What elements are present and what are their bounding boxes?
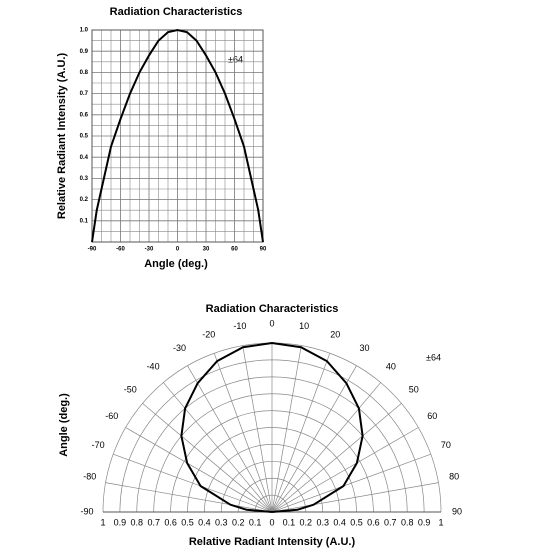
y-tick-label: 0.9 bbox=[80, 49, 89, 55]
annotation: ±64 bbox=[228, 54, 243, 64]
y-tick-label: 0.3 bbox=[80, 176, 89, 182]
grid-spoke bbox=[142, 403, 273, 513]
grid-spoke bbox=[105, 482, 273, 513]
angle-tick-label: -10 bbox=[233, 321, 246, 331]
y-axis-label: Relative Radiant Intensity (A.U.) bbox=[56, 53, 68, 220]
chart-title: Radiation Characteristics bbox=[206, 303, 339, 315]
r-tick-label: 0.6 bbox=[164, 517, 177, 527]
angle-tick-label: -40 bbox=[147, 362, 160, 372]
grid-spoke bbox=[125, 427, 273, 513]
angle-tick-label: 80 bbox=[449, 471, 459, 481]
angle-tick-label: -80 bbox=[83, 471, 96, 481]
r-tick-label: 1 bbox=[438, 517, 443, 527]
angle-tick-label: -70 bbox=[92, 440, 105, 450]
x-tick-label: -30 bbox=[145, 247, 154, 253]
grid-spoke bbox=[271, 453, 431, 513]
r-tick-label: 0.9 bbox=[418, 517, 431, 527]
x-axis-label: Angle (deg.) bbox=[144, 258, 208, 270]
x-tick-label: -90 bbox=[88, 247, 97, 253]
r-tick-label: 0.8 bbox=[401, 517, 414, 527]
data-line bbox=[91, 28, 264, 243]
grid-spoke bbox=[271, 365, 357, 513]
chart-title: Radiation Characteristics bbox=[110, 6, 243, 18]
data-line bbox=[180, 342, 364, 513]
angle-tick-label: 60 bbox=[427, 411, 437, 421]
y-tick-label: 0.6 bbox=[80, 112, 89, 118]
grid-spoke bbox=[163, 382, 273, 513]
angle-tick-label: -90 bbox=[80, 506, 93, 516]
angle-tick-label: 20 bbox=[330, 330, 340, 340]
r-tick-label: 0.5 bbox=[181, 517, 194, 527]
x-tick-label: 60 bbox=[231, 247, 238, 253]
angle-tick-label: 10 bbox=[299, 321, 309, 331]
grid-spoke bbox=[113, 453, 273, 513]
r-tick-label: 0.6 bbox=[367, 517, 380, 527]
r-tick-label: 0.2 bbox=[232, 517, 245, 527]
r-tick-label: 0.2 bbox=[300, 517, 313, 527]
annotation: ±64 bbox=[426, 352, 441, 362]
r-tick-label: 0.1 bbox=[249, 517, 262, 527]
x-tick-label: 30 bbox=[203, 247, 210, 253]
angle-tick-label: 0 bbox=[269, 318, 274, 328]
angle-tick-label: 70 bbox=[441, 440, 451, 450]
x-axis-label: Relative Radiant Intensity (A.U.) bbox=[189, 536, 356, 548]
r-tick-label: 0.1 bbox=[283, 517, 296, 527]
grid-spoke bbox=[271, 427, 419, 513]
grid-spoke bbox=[271, 482, 439, 513]
x-tick-label: 0 bbox=[176, 247, 180, 253]
y-tick-label: 0.4 bbox=[80, 155, 89, 161]
angle-tick-label: 50 bbox=[409, 384, 419, 394]
x-tick-label: -60 bbox=[116, 247, 125, 253]
r-tick-label: 0.8 bbox=[131, 517, 144, 527]
r-tick-label: 0.9 bbox=[114, 517, 127, 527]
grid-spoke bbox=[271, 382, 381, 513]
r-tick-label: 0 bbox=[269, 517, 274, 527]
angle-tick-label: 90 bbox=[452, 506, 462, 516]
angle-tick-label: -20 bbox=[202, 330, 215, 340]
grid-spoke bbox=[271, 353, 331, 513]
y-tick-label: 0.7 bbox=[80, 91, 89, 97]
angle-tick-label: -60 bbox=[105, 411, 118, 421]
y-tick-label: 1.0 bbox=[80, 28, 89, 34]
grid-spoke bbox=[242, 345, 273, 513]
y-tick-label: 0.8 bbox=[80, 70, 89, 76]
r-tick-label: 0.3 bbox=[316, 517, 329, 527]
r-tick-label: 0.3 bbox=[215, 517, 228, 527]
r-tick-label: 0.7 bbox=[147, 517, 160, 527]
y-tick-label: 0.5 bbox=[80, 134, 89, 140]
y-tick-label: 0.2 bbox=[80, 197, 89, 203]
grid-spoke bbox=[213, 353, 273, 513]
y-tick-label: 0.1 bbox=[80, 218, 89, 224]
r-tick-label: 0.4 bbox=[198, 517, 211, 527]
r-tick-label: 1 bbox=[100, 517, 105, 527]
grid-spoke bbox=[187, 365, 273, 513]
x-tick-label: 90 bbox=[260, 247, 267, 253]
angle-tick-label: 40 bbox=[386, 362, 396, 372]
angle-tick-label: 30 bbox=[359, 343, 369, 353]
grid-spoke bbox=[271, 403, 402, 513]
angle-tick-label: -30 bbox=[173, 343, 186, 353]
y-axis-label: Angle (deg.) bbox=[58, 393, 70, 457]
r-tick-label: 0.4 bbox=[333, 517, 346, 527]
r-tick-label: 0.7 bbox=[384, 517, 397, 527]
r-tick-label: 0.5 bbox=[350, 517, 363, 527]
angle-tick-label: -50 bbox=[124, 384, 137, 394]
grid-spoke bbox=[271, 345, 302, 513]
